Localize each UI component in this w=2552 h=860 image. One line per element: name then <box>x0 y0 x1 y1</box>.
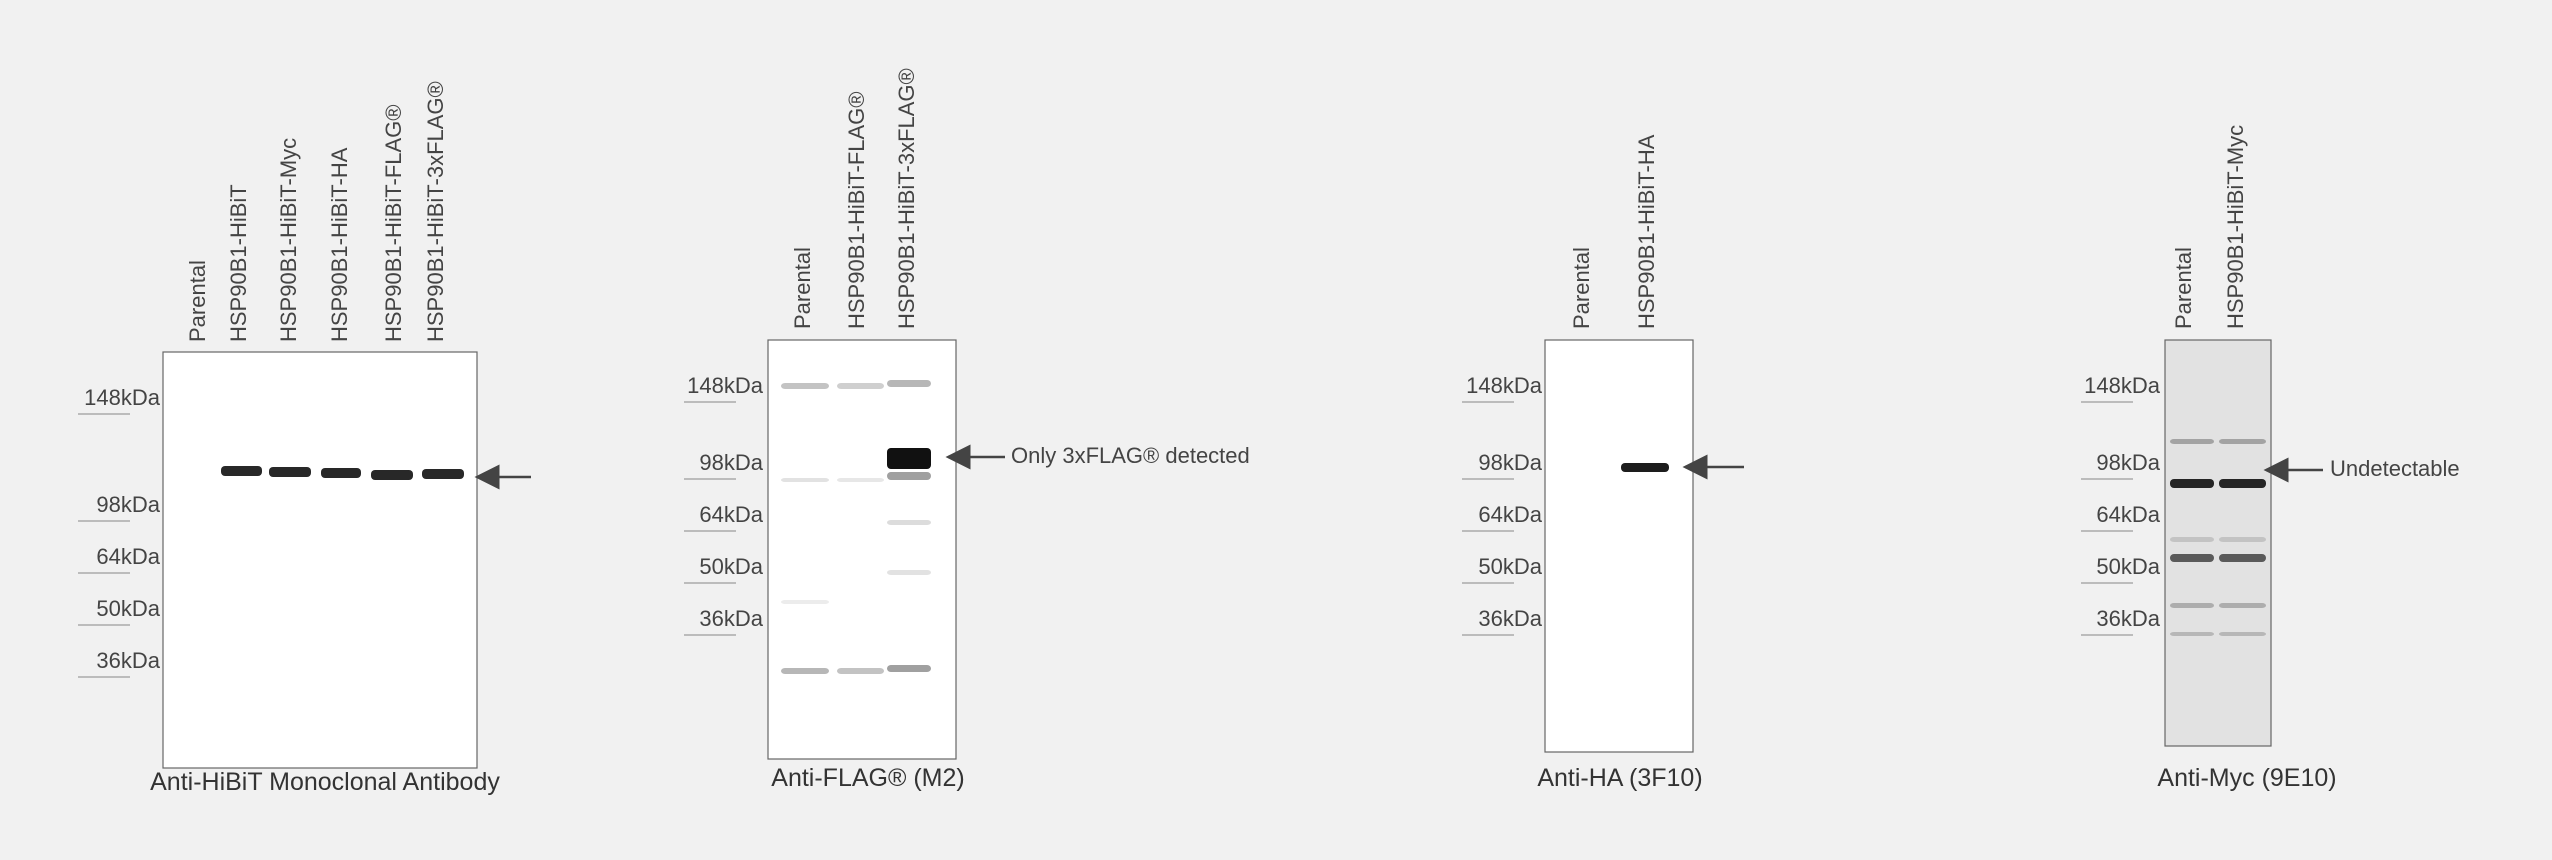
band <box>781 478 829 482</box>
marker-label: 36kDa <box>699 606 763 631</box>
marker-label: 98kDa <box>2096 450 2160 475</box>
annotation: Only 3xFLAG® detected <box>1011 443 1250 468</box>
marker-label: 50kDa <box>2096 554 2160 579</box>
band <box>781 383 829 389</box>
band <box>2170 603 2214 608</box>
marker-label: 50kDa <box>699 554 763 579</box>
band <box>887 472 931 480</box>
marker-label: 50kDa <box>1478 554 1542 579</box>
band <box>887 665 931 672</box>
band <box>887 380 931 387</box>
lane-label: Parental <box>790 247 815 329</box>
band <box>2170 537 2214 542</box>
marker-label: 64kDa <box>1478 502 1542 527</box>
marker-label: 36kDa <box>96 648 160 673</box>
caption: Anti-HA (3F10) <box>1537 764 1702 792</box>
marker-label: 64kDa <box>699 502 763 527</box>
lane-label: HSP90B1-HiBiT-3xFLAG® <box>894 68 919 329</box>
band <box>269 467 311 477</box>
band <box>2219 632 2266 636</box>
band <box>887 448 931 469</box>
band <box>221 466 262 476</box>
band <box>837 383 884 389</box>
lane-label: Parental <box>1569 247 1594 329</box>
band <box>2219 479 2266 488</box>
marker-label: 36kDa <box>1478 606 1542 631</box>
marker-label: 98kDa <box>699 450 763 475</box>
band <box>837 668 884 674</box>
band <box>2219 439 2266 444</box>
band <box>2170 479 2214 488</box>
band <box>1621 463 1669 472</box>
lane-label: HSP90B1-HiBiT-HA <box>1634 134 1659 329</box>
marker-label: 98kDa <box>1478 450 1542 475</box>
band <box>887 520 931 525</box>
blot <box>162 351 478 769</box>
band <box>2219 537 2266 542</box>
lane-label: HSP90B1-HiBiT <box>226 184 251 342</box>
marker-label: 98kDa <box>96 492 160 517</box>
band <box>781 600 829 604</box>
blot <box>767 339 957 760</box>
band <box>371 470 413 480</box>
marker-label: 148kDa <box>84 385 161 410</box>
lane-label: Parental <box>2171 247 2196 329</box>
lane-label: Parental <box>185 260 210 342</box>
band <box>2170 632 2214 636</box>
band <box>837 478 884 482</box>
marker-label: 148kDa <box>2084 373 2161 398</box>
blot <box>1544 339 1694 753</box>
lane-label: HSP90B1-HiBiT-FLAG® <box>844 92 869 330</box>
annotation: Undetectable <box>2330 456 2460 481</box>
lane-label: HSP90B1-HiBiT-3xFLAG® <box>423 81 448 342</box>
band <box>422 469 464 479</box>
lane-label: HSP90B1-HiBiT-HA <box>327 147 352 342</box>
band <box>2219 603 2266 608</box>
band <box>2219 554 2266 562</box>
band <box>2170 554 2214 562</box>
lane-label: HSP90B1-HiBiT-Myc <box>2223 125 2248 329</box>
band <box>887 570 931 575</box>
blot <box>2164 339 2272 747</box>
caption: Anti-Myc (9E10) <box>2157 764 2336 792</box>
marker-label: 50kDa <box>96 596 160 621</box>
band <box>781 668 829 674</box>
lane-label: HSP90B1-HiBiT-Myc <box>276 138 301 342</box>
caption: Anti-FLAG® (M2) <box>771 764 964 792</box>
lane-label: HSP90B1-HiBiT-FLAG® <box>381 105 406 343</box>
marker-label: 36kDa <box>2096 606 2160 631</box>
marker-label: 64kDa <box>96 544 160 569</box>
marker-label: 64kDa <box>2096 502 2160 527</box>
caption: Anti-HiBiT Monoclonal Antibody <box>150 768 500 796</box>
marker-label: 148kDa <box>687 373 764 398</box>
band <box>321 468 361 478</box>
marker-label: 148kDa <box>1466 373 1543 398</box>
band <box>2170 439 2214 444</box>
